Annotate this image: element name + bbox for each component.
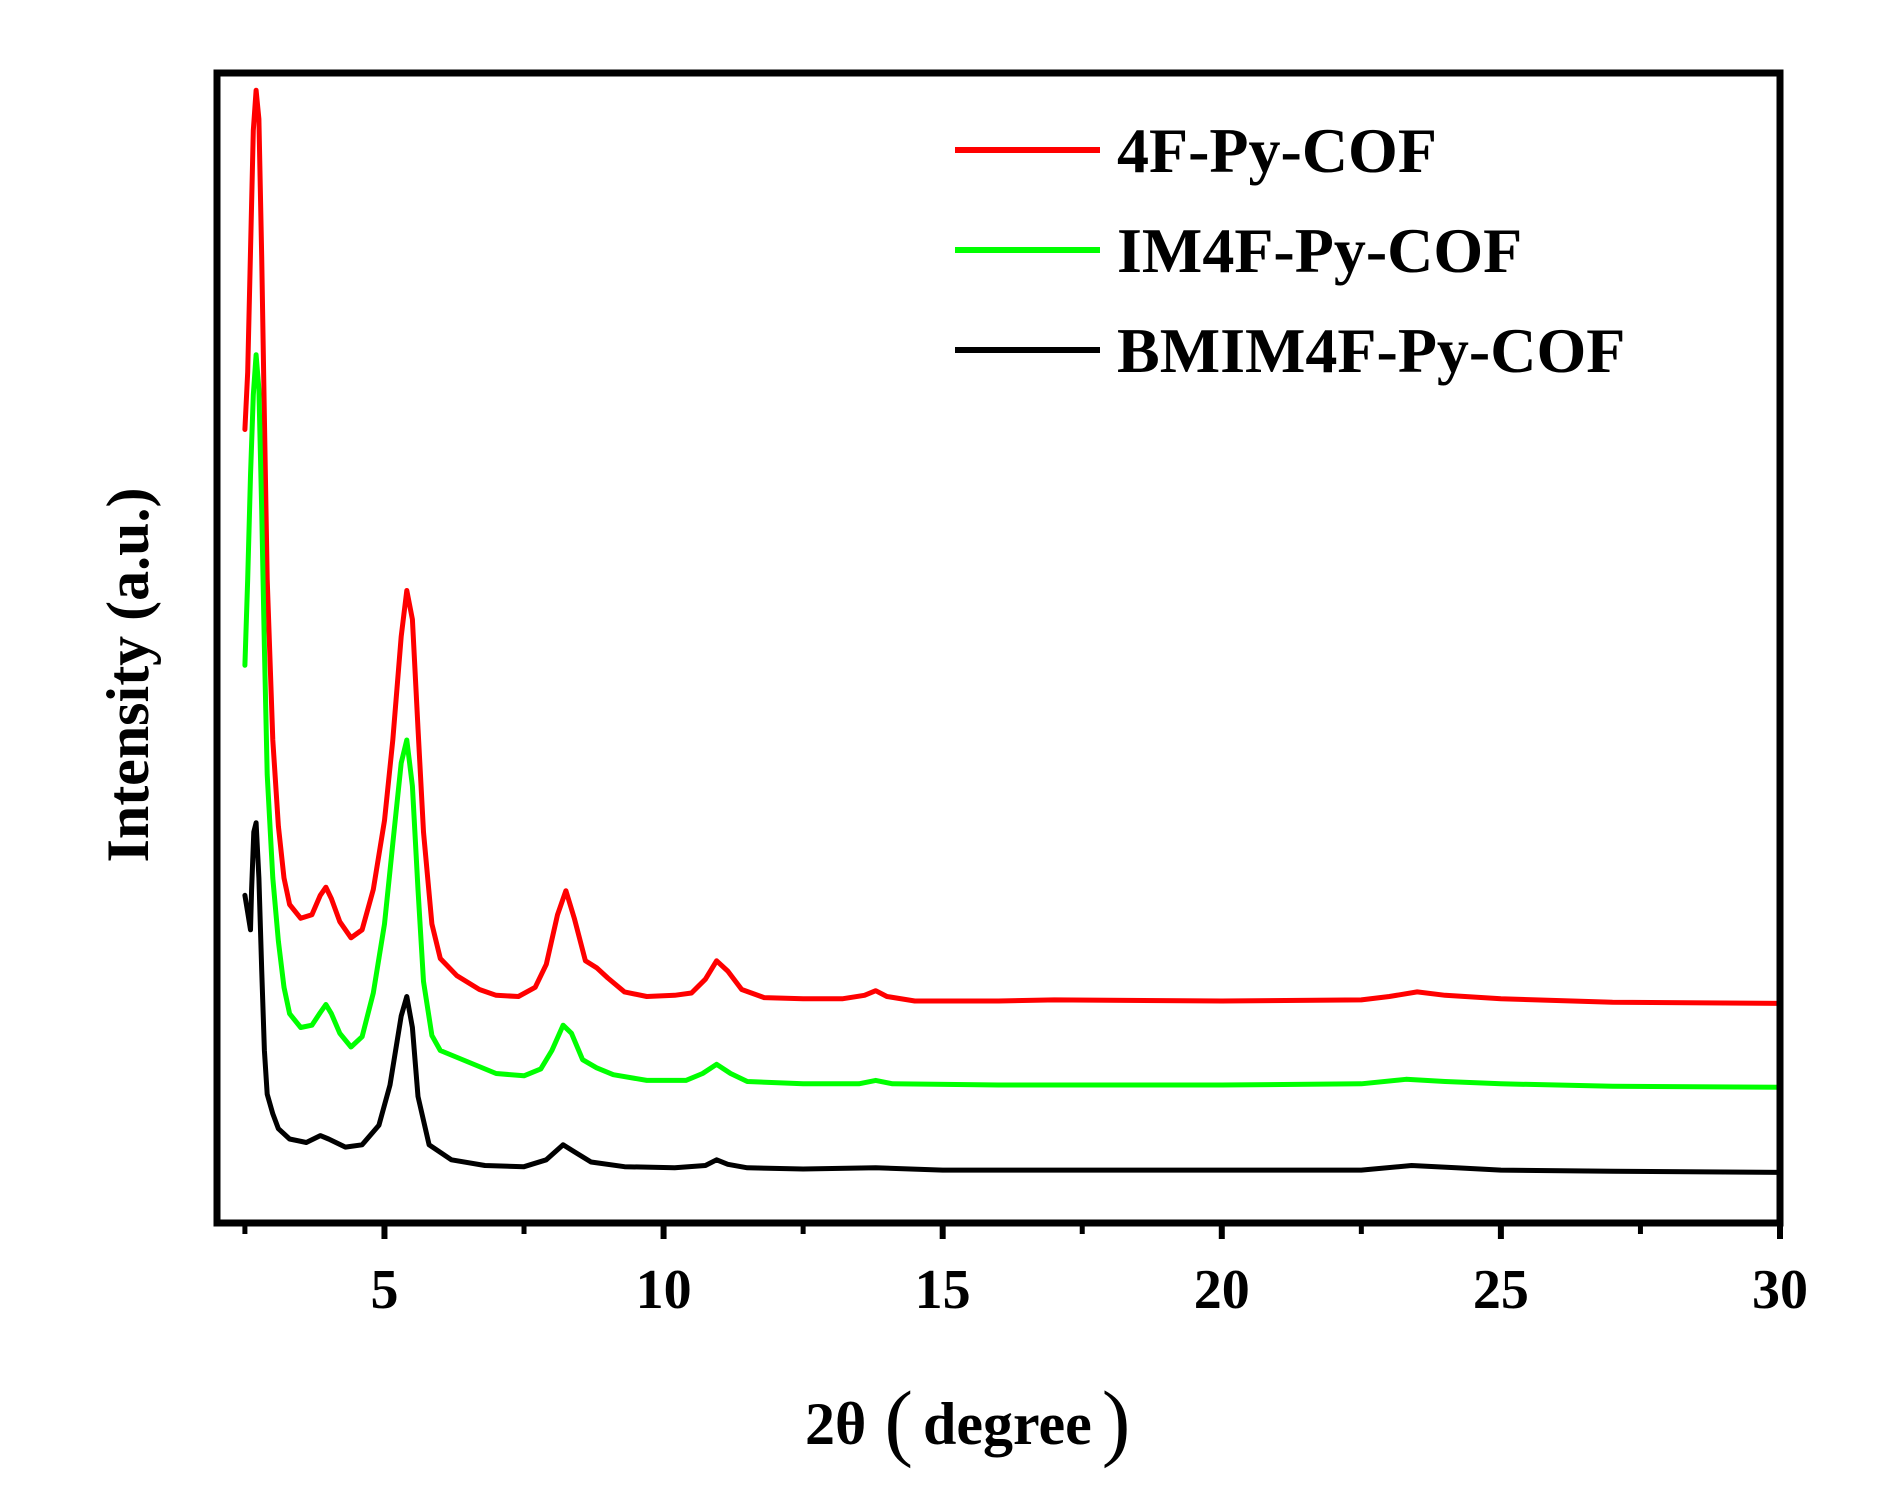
x-tick-label: 20 [1194,1259,1250,1321]
x-axis: 5 10 15 20 25 30 [242,1223,1808,1321]
series-line-im4f-py-cof [242,352,1783,1090]
y-axis-title: Intensity (a.u.) [95,487,161,862]
legend-label: 4F-Py-COF [1117,115,1437,186]
legend-label: IM4F-Py-COF [1117,215,1522,286]
x-tick-label: 5 [370,1259,398,1321]
legend-label: BMIM4F-Py-COF [1117,315,1625,386]
x-tick-label: 25 [1473,1259,1529,1321]
x-tick-label: 30 [1752,1259,1808,1321]
plot-frame [213,69,1784,1227]
x-axis-title: 2θ ( degree ) [805,1373,1130,1469]
x-tick-label: 10 [636,1259,692,1321]
x-tick-label: 15 [915,1259,971,1321]
series-line-bmim4f-py-cof [242,820,1783,1175]
series-layer [242,87,1783,1175]
series-line-4f-py-cof [242,87,1783,1006]
legend: 4F-Py-COF IM4F-Py-COF BMIM4F-Py-COF [955,115,1625,386]
